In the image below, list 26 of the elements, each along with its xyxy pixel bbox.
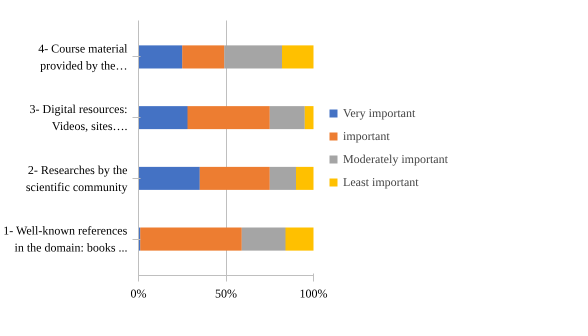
bar [270,106,305,130]
x-tick-label: 0% [130,286,146,300]
bar [296,166,314,190]
y-tick-label: 4- Course material provided by the… [38,42,128,72]
x-tick-label: 50% [215,286,237,300]
bar [242,228,286,251]
bar [270,166,296,190]
bar [282,45,314,68]
legend-label: Moderately important [343,152,448,166]
legend-label: important [343,128,390,144]
bar [200,166,270,190]
bar [138,166,200,190]
y-tick-label: 2- Researches by the scientific community [26,162,128,194]
bar [188,106,270,130]
bar [138,45,182,68]
legend-label: Least important [343,174,419,190]
legend-label: Very important [343,106,416,120]
bar [140,228,242,251]
bar [304,106,314,130]
bar [182,45,224,68]
bar [224,45,282,68]
bar [138,106,188,130]
bar [286,228,314,251]
x-tick-label: 100% [300,286,328,300]
y-tick-label: 1- Well-known references in the domain: books ... [3,224,128,254]
y-tick-label: 3- Digital resources: Videos, sites…. [30,102,128,134]
